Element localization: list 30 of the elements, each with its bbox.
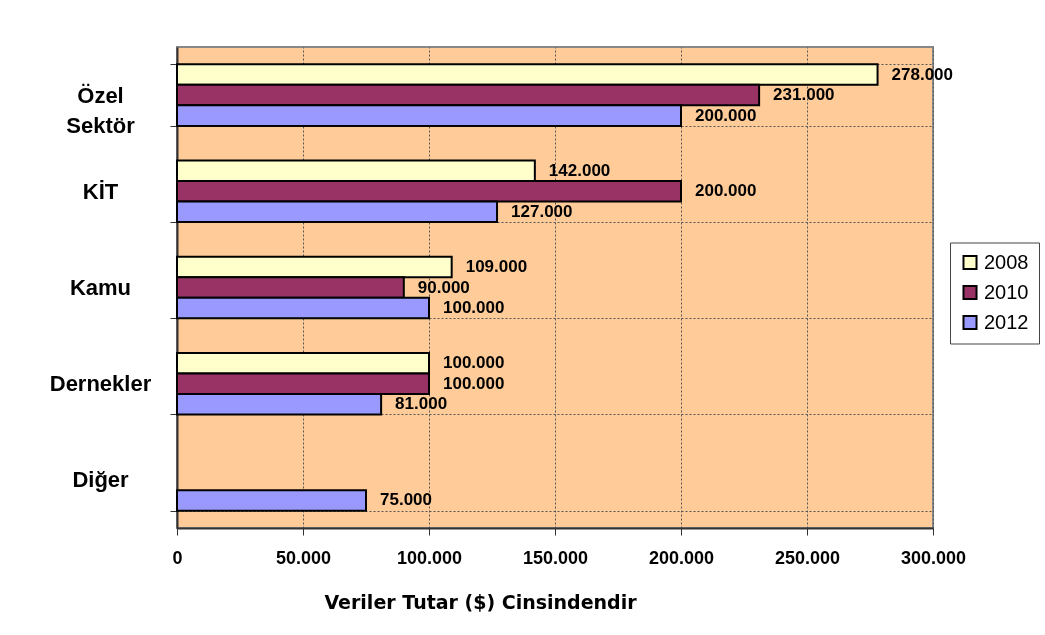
- y-tick-label: Dernekler: [49, 371, 152, 397]
- x-tick-label: 100.000: [396, 547, 463, 568]
- x-tick-label: 50.000: [275, 547, 332, 568]
- data-label: 109.000: [465, 256, 528, 276]
- data-label: 200.000: [695, 105, 757, 125]
- data-label: 142.000: [548, 160, 611, 180]
- data-label: 75.000: [380, 490, 432, 510]
- y-tick-label: Kamu: [69, 275, 132, 300]
- data-label: 100.000: [443, 373, 505, 393]
- data-label: 100.000: [443, 298, 505, 318]
- legend-label: 2012: [984, 310, 1029, 333]
- legend-label: 2010: [984, 280, 1029, 303]
- x-tick-label: 0: [172, 547, 183, 568]
- y-tick-label: KİT: [82, 178, 119, 204]
- legend-label: 2008: [984, 250, 1029, 273]
- x-tick-label: 300.000: [900, 547, 967, 568]
- data-label: 81.000: [395, 394, 448, 414]
- x-axis-title: Veriler Tutar ($) Cinsindendir: [324, 590, 638, 613]
- x-tick-label: 150.000: [522, 547, 589, 568]
- data-label: 100.000: [443, 353, 505, 373]
- data-label: 90.000: [417, 277, 470, 297]
- data-label: 127.000: [511, 201, 573, 221]
- x-tick-label: 200.000: [648, 547, 715, 568]
- data-label: 231.000: [773, 85, 835, 105]
- data-label: 278.000: [891, 64, 954, 84]
- y-tick-label: Diğer: [72, 467, 130, 493]
- data-label: 200.000: [695, 181, 757, 201]
- x-tick-label: 250.000: [774, 547, 841, 568]
- y-tick-label: Özel Sektör: [66, 82, 136, 138]
- bar: [176, 489, 367, 512]
